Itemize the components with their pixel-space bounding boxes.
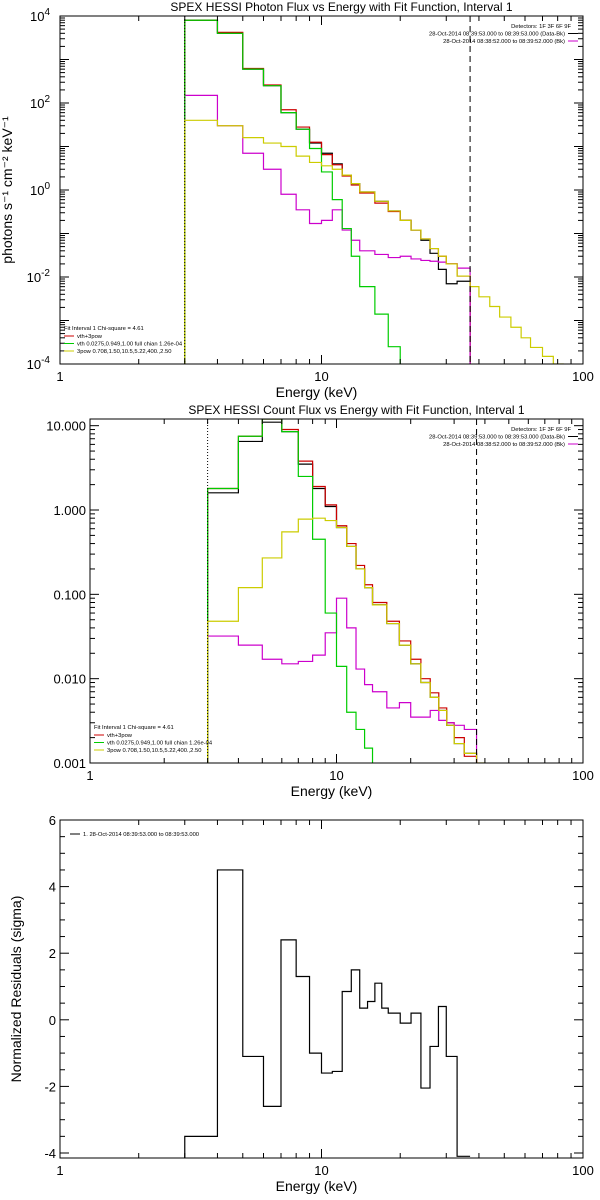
y-tick-label: 1.000 (53, 503, 86, 518)
chart-title: SPEX HESSI Photon Flux vs Energy with Fi… (170, 0, 512, 14)
y-tick-label: 102 (30, 94, 50, 111)
series-line-bk (184, 94, 471, 364)
x-axis-label: Energy (keV) (291, 783, 373, 799)
fit-summary: Fit Interval 1 Chi-square = 4.61 (64, 326, 144, 332)
legend-text: vth 0.0275,0.949,1.00 full chian 1.26e-0… (107, 741, 213, 747)
y-axis-label: photons s⁻¹ cm⁻² keV⁻¹ (0, 116, 15, 264)
y-tick-label: 6 (49, 813, 56, 828)
x-tick-label: 1 (86, 768, 93, 783)
legend-text: 28-Oct-2014 08:39:53.000 to 08:39:53.000… (429, 435, 565, 441)
x-tick-label: 100 (572, 768, 594, 783)
x-axis-label: Energy (keV) (276, 384, 358, 400)
legend-text: Detectors: 1F 3F 6F 9F (511, 427, 571, 433)
legend-text: 1. 28-Oct-2014 08:39:53.000 to 08:39:53.… (83, 832, 199, 838)
legend-text: vth+3pow (107, 733, 133, 739)
y-tick-label: 10.000 (46, 419, 86, 434)
y-tick-label: 100 (30, 181, 50, 198)
legend-text: vth+3pow (77, 334, 103, 340)
x-tick-label: 100 (572, 369, 594, 384)
chart-panel-1: SPEX HESSI Photon Flux vs Energy with Fi… (0, 0, 594, 400)
x-tick-label: 10 (314, 1163, 328, 1178)
y-tick-label: 2 (49, 946, 56, 961)
y-tick-label: -4 (44, 1146, 56, 1161)
series-line-3pow (184, 119, 575, 364)
series-line-vth (207, 419, 381, 763)
y-tick-label: -2 (44, 1079, 56, 1094)
chart-panel-3: 1 10 100 Energy (keV) -4 -2 0 2 4 6 Normalized Res… (8, 813, 594, 1194)
legend-text: 3pow 0.708,1.50,10.5,5.22,400.,2.50 (77, 349, 171, 355)
fit-summary: Fit Interval 1 Chi-square = 4.61 (94, 725, 174, 731)
x-tick-label: 10 (329, 768, 343, 783)
x-tick-label: 10 (314, 369, 328, 384)
x-tick-label: 1 (56, 369, 63, 384)
series-line-residuals (184, 869, 471, 1158)
legend-text: 28-Oct-2014 08:38:52.000 to 08:39:52.000… (443, 442, 565, 448)
legend-text: 28-Oct-2014 08:39:53.000 to 08:39:53.000… (429, 32, 565, 38)
x-tick-label: 100 (572, 1163, 594, 1178)
legend-text: 28-Oct-2014 08:38:52.000 to 08:39:52.000… (443, 39, 565, 45)
x-tick-label: 1 (56, 1163, 63, 1178)
y-tick-label: 10-4 (27, 355, 51, 372)
y-tick-label: 0.001 (53, 756, 86, 771)
y-tick-label: 10-2 (27, 268, 51, 285)
series-line-3pow (207, 517, 496, 763)
y-axis-label: Normalized Residuals (sigma) (8, 896, 24, 1083)
y-tick-label: 0.100 (53, 587, 86, 602)
y-tick-label: 104 (30, 7, 50, 24)
series-line-vth (184, 19, 401, 364)
y-tick-label: 0 (49, 1013, 56, 1028)
legend-text: 3pow 0.708,1.50,10.5,5.22,400.,2.50 (107, 748, 201, 754)
x-axis-label: Energy (keV) (276, 1178, 358, 1194)
chart-title: SPEX HESSI Count Flux vs Energy with Fit… (188, 403, 524, 417)
legend-text: vth 0.0275,0.949,1.00 full chian 1.26e-0… (77, 342, 183, 348)
y-tick-label: 0.010 (53, 672, 86, 687)
y-tick-label: 4 (49, 880, 56, 895)
chart-panel-2: SPEX HESSI Count Flux vs Energy with Fit… (46, 403, 594, 799)
legend-text: Detectors: 1F 3F 6F 9F (511, 24, 571, 30)
